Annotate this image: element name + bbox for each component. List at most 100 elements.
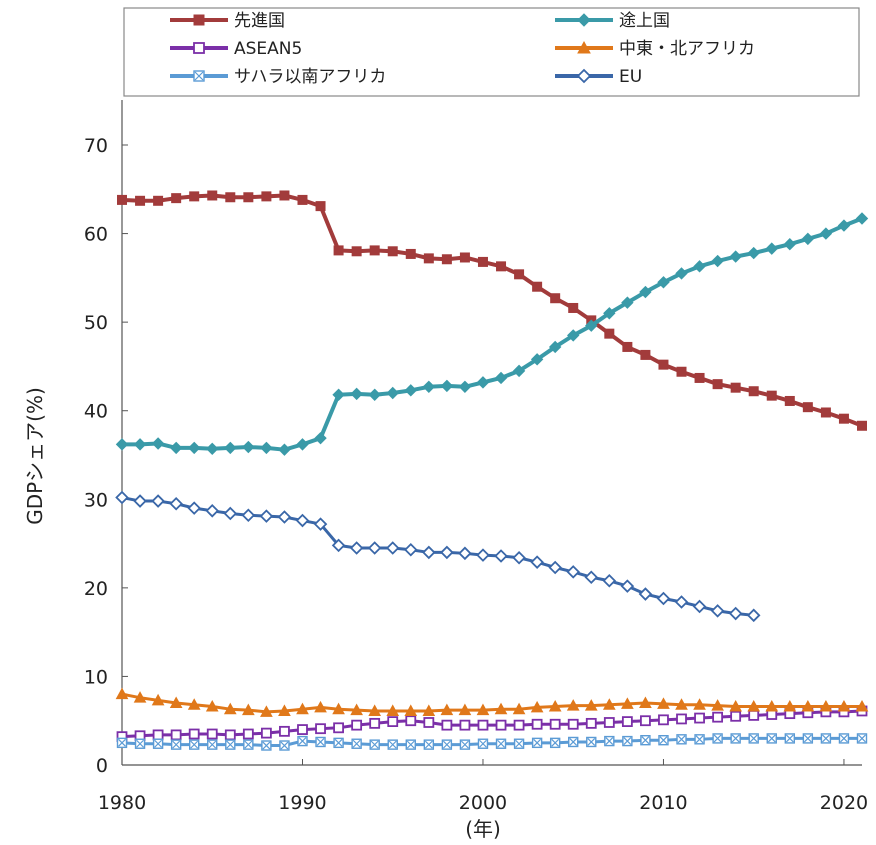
data-point	[260, 705, 273, 717]
data-point	[440, 703, 454, 716]
data-point	[819, 227, 833, 240]
data-point	[766, 390, 777, 401]
data-point	[279, 190, 290, 201]
data-point	[621, 697, 634, 709]
data-point	[169, 496, 183, 511]
data-point	[784, 733, 796, 744]
data-point	[729, 700, 743, 712]
legend-label: サハラ以南アフリカ	[234, 67, 386, 87]
data-point	[441, 254, 452, 265]
data-point	[568, 736, 579, 748]
data-point	[170, 739, 182, 750]
data-point	[422, 380, 436, 394]
legend-item: EU	[555, 67, 642, 87]
data-point	[151, 693, 165, 706]
legend-label: ASEAN5	[234, 39, 302, 59]
data-point	[512, 702, 526, 715]
y-tick-label: 20	[84, 578, 108, 600]
data-point	[820, 407, 831, 418]
data-point	[748, 386, 759, 397]
data-point	[152, 738, 164, 749]
legend-item: 中東・北アフリカ	[555, 39, 755, 59]
data-point	[278, 704, 291, 716]
data-point	[674, 595, 689, 609]
data-point	[658, 714, 669, 726]
data-point	[838, 413, 849, 424]
data-point	[783, 700, 797, 712]
data-point	[711, 699, 724, 711]
data-point	[730, 710, 742, 722]
legend-label: 中東・北アフリカ	[619, 39, 755, 59]
data-point	[566, 565, 580, 579]
legend-item: 先進国	[170, 11, 285, 31]
data-point	[133, 438, 147, 451]
data-point	[694, 372, 705, 383]
data-point	[225, 739, 236, 750]
y-tick-label: 0	[96, 755, 108, 777]
legend-marker	[193, 14, 205, 26]
data-point	[602, 573, 617, 588]
data-point	[297, 724, 308, 735]
data-point	[550, 293, 561, 304]
data-point	[404, 542, 418, 557]
data-point	[566, 699, 580, 711]
data-point	[423, 253, 434, 264]
data-point	[261, 740, 272, 751]
data-point	[820, 733, 832, 744]
plot-area: 0 10 20 30 40 50 60 70 1980 1990 2000 2010 2020	[84, 100, 868, 814]
data-point	[784, 395, 795, 406]
data-point	[333, 245, 344, 256]
data-point	[206, 728, 218, 740]
data-point	[494, 549, 508, 563]
data-point	[170, 729, 182, 741]
data-point	[748, 710, 760, 721]
data-point	[458, 703, 472, 716]
data-point	[603, 717, 615, 728]
data-point	[766, 733, 777, 744]
data-point	[331, 538, 346, 553]
data-point	[676, 713, 687, 725]
legend-marker	[577, 13, 591, 27]
legend-item: サハラ以南アフリカ	[170, 67, 386, 87]
data-point	[169, 696, 183, 708]
data-point	[459, 739, 471, 750]
data-point	[315, 201, 326, 212]
data-point	[746, 608, 761, 623]
data-point	[584, 699, 598, 711]
data-point	[314, 431, 327, 445]
data-point	[585, 319, 598, 332]
x-tick-label: 2020	[820, 792, 868, 814]
data-point	[259, 509, 274, 523]
series-4	[115, 687, 869, 717]
data-point	[476, 703, 490, 716]
data-point	[548, 560, 562, 575]
data-point	[567, 329, 580, 342]
legend-marker	[193, 42, 205, 54]
y-tick-label: 30	[84, 489, 108, 511]
data-point	[694, 712, 705, 724]
data-point	[171, 193, 182, 204]
data-point	[387, 716, 399, 727]
data-point	[441, 739, 453, 750]
data-point	[640, 735, 651, 746]
legend-item: ASEAN5	[170, 39, 302, 59]
data-point	[730, 733, 741, 744]
data-point	[838, 733, 850, 744]
data-point	[387, 246, 398, 257]
data-point	[458, 380, 472, 394]
data-point	[855, 700, 869, 712]
legend-label: EU	[619, 67, 642, 87]
data-point	[241, 703, 255, 716]
data-point	[548, 340, 562, 354]
data-point	[279, 740, 290, 751]
data-point	[512, 364, 526, 378]
data-point	[151, 494, 165, 508]
data-point	[477, 719, 489, 731]
data-point	[855, 212, 869, 225]
data-point	[332, 702, 345, 715]
data-point	[658, 735, 669, 746]
data-point	[386, 704, 400, 716]
data-point	[747, 700, 761, 712]
data-point	[476, 548, 490, 562]
data-point	[243, 192, 254, 203]
